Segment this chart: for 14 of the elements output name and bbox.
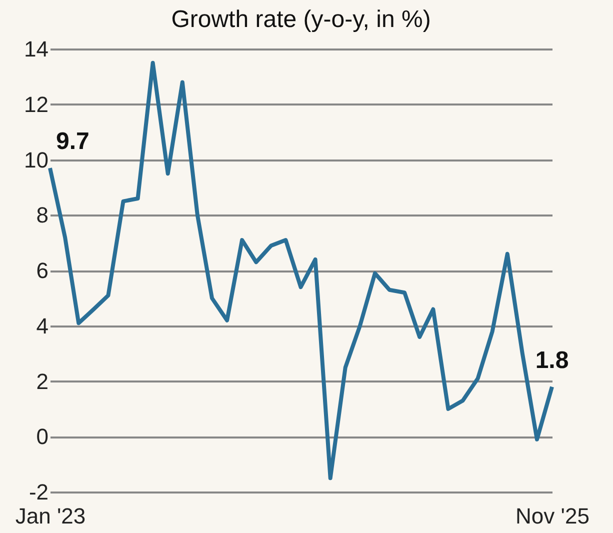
y-tick-label: -2	[28, 480, 48, 504]
y-tick-label: 12	[24, 92, 48, 117]
y-tick-label: 8	[36, 202, 48, 228]
y-tick-label: 6	[36, 258, 48, 283]
y-tick-label: 2	[36, 368, 48, 394]
y-tick-label: 14	[24, 36, 48, 62]
y-tick-label: 4	[36, 313, 48, 338]
annotation: 1.8	[535, 346, 569, 374]
x-tick-label: Jan '23	[15, 504, 86, 528]
annotation: 9.7	[56, 128, 90, 156]
x-tick-label: Nov '25	[516, 504, 590, 528]
y-tick-label: 10	[24, 147, 48, 172]
chart-title: Growth rate (y-o-y, in %)	[171, 6, 431, 33]
y-tick-label: 0	[36, 424, 48, 450]
